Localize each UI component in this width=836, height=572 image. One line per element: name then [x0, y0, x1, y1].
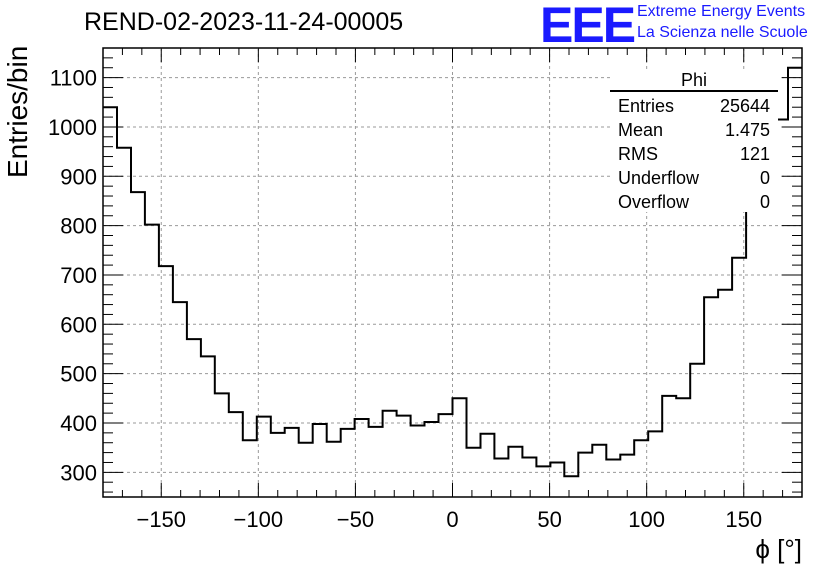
grid-lines: [103, 48, 802, 497]
stats-value: 121: [739, 144, 770, 164]
histogram-step-line: [103, 66, 802, 478]
stats-row-underflow: Underflow 0: [610, 166, 778, 190]
y-axis-label: Entries/bin: [2, 45, 33, 178]
stats-box: Phi Entries 25644 Mean 1.475 RMS 121 Und…: [610, 70, 778, 212]
y-tick-label: 300: [60, 460, 97, 485]
logo-subtitle-1: Extreme Energy Events: [637, 3, 806, 20]
x-axis-label: ϕ [°]: [755, 534, 802, 564]
y-tick-label: 700: [60, 263, 97, 288]
stats-row-overflow: Overflow 0: [610, 190, 778, 214]
stats-value: 0: [759, 192, 770, 212]
x-tick-label: −50: [337, 507, 374, 532]
stats-value: 25644: [719, 96, 770, 116]
plot-title: REND-02-2023-11-24-00005: [84, 8, 404, 36]
stats-label: RMS: [618, 144, 658, 164]
y-tick-label: 900: [60, 164, 97, 189]
x-tick-label: −100: [234, 507, 284, 532]
stats-row-mean: Mean 1.475: [610, 118, 778, 142]
logo-subtitle-2: La Scienza nelle Scuole: [637, 24, 808, 41]
stats-label: Entries: [618, 96, 675, 116]
y-tick-label: 1100: [50, 66, 97, 91]
eee-logo: EEE: [540, 0, 636, 53]
x-tick-label: 150: [725, 507, 762, 532]
axis-ticks: [102, 47, 803, 497]
stats-label: Underflow: [618, 168, 700, 188]
stats-row-rms: RMS 121: [610, 142, 778, 166]
stats-label: Mean: [618, 120, 664, 140]
x-tick-label: 100: [628, 507, 665, 532]
y-tick-label: 800: [60, 214, 97, 239]
x-tick-label: 50: [537, 507, 561, 532]
y-tick-label: 600: [60, 312, 97, 337]
stats-label: Overflow: [618, 192, 690, 212]
stats-value: 1.475: [724, 120, 770, 140]
x-tick-label: 0: [446, 507, 458, 532]
y-tick-label: 500: [60, 362, 97, 387]
y-tick-label: 1000: [48, 115, 97, 140]
stats-value: 0: [759, 168, 770, 188]
tick-labels: −150 −100 −50 0 50 100 150 300 400 500 600 700 800 90…: [48, 66, 762, 532]
stats-box-title: Phi: [610, 70, 778, 92]
y-tick-label: 400: [60, 411, 97, 436]
stats-row-entries: Entries 25644: [610, 94, 778, 118]
x-tick-label: −150: [136, 507, 186, 532]
